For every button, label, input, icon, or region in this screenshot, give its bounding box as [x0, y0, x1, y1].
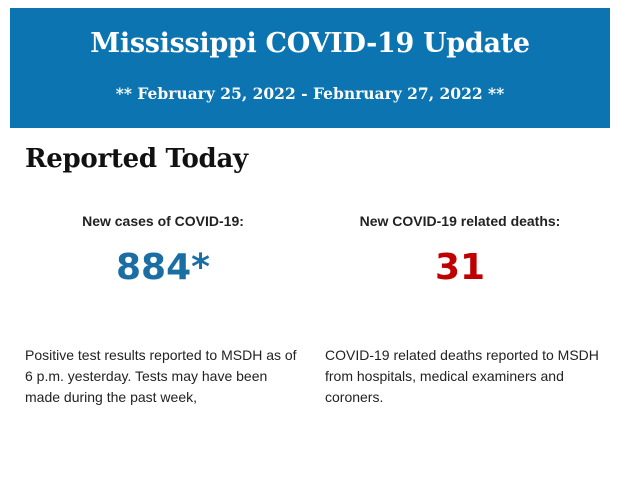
- cases-stat: New cases of COVID-19: 884*: [18, 213, 308, 288]
- deaths-stat: New COVID-19 related deaths: 31: [315, 213, 605, 288]
- cases-label: New cases of COVID-19:: [82, 213, 244, 229]
- deaths-description: COVID-19 related deaths reported to MSDH…: [325, 347, 599, 405]
- cases-value: 884*: [116, 247, 210, 288]
- section-title: Reported Today: [25, 144, 248, 174]
- date-range: ** February 25, 2022 - Febnruary 27, 202…: [115, 84, 505, 103]
- cases-description: Positive test results reported to MSDH a…: [25, 347, 297, 405]
- deaths-value: 31: [434, 247, 486, 288]
- deaths-label: New COVID-19 related deaths:: [359, 213, 561, 229]
- page-title: Mississippi COVID-19 Update: [90, 28, 530, 59]
- header-banner: Mississippi COVID-19 Update ** February …: [10, 8, 610, 128]
